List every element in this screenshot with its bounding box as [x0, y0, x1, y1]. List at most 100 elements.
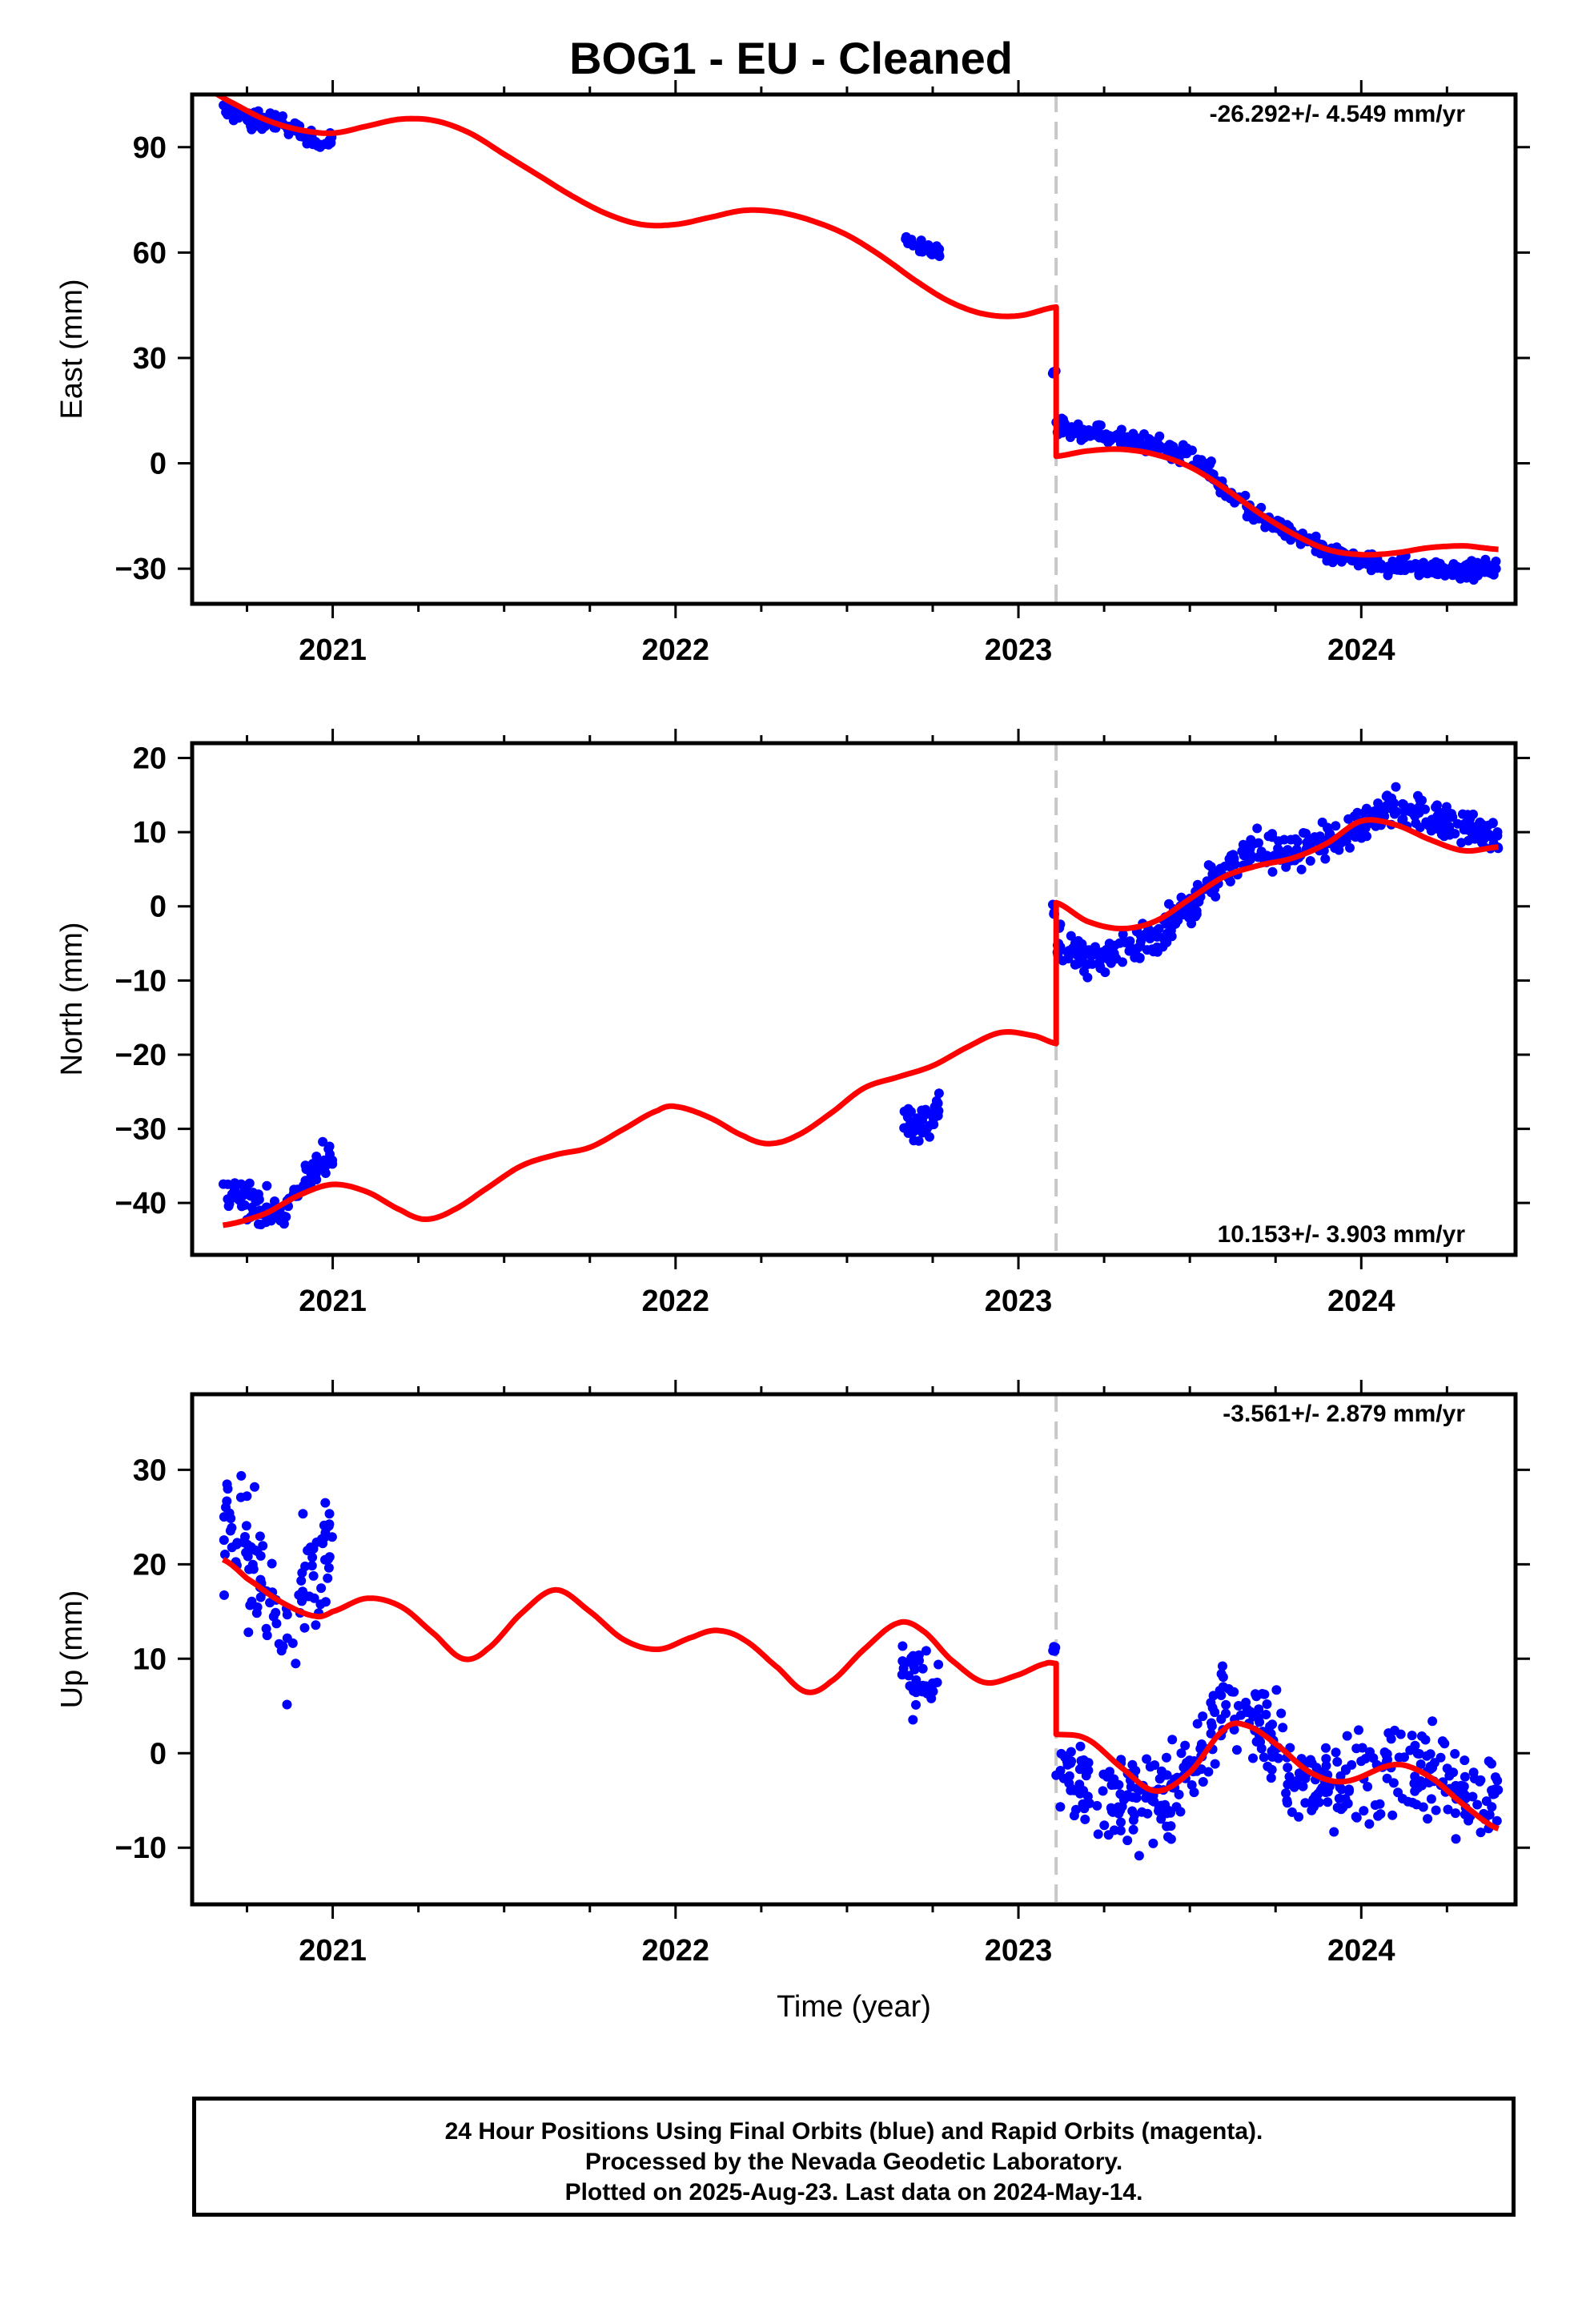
north-data-point: [323, 1144, 334, 1154]
up-data-point: [298, 1509, 308, 1519]
up-data-point: [241, 1547, 251, 1558]
east-data-point: [933, 250, 943, 260]
north-data-point: [1228, 850, 1239, 860]
up-data-point: [299, 1622, 310, 1633]
up-data-point: [1109, 1825, 1119, 1835]
up-data-point: [1192, 1719, 1203, 1729]
up-data-point: [324, 1509, 335, 1519]
up-data-point: [1265, 1721, 1275, 1731]
east-panel: 2021 2022 2023 2024 −30 0 30 60 90 East (mm) -26.2…: [55, 80, 1530, 667]
north-data-point: [279, 1219, 289, 1229]
up-data-point: [1251, 1689, 1260, 1699]
north-y-tick-label: 20: [133, 742, 167, 776]
up-data-point: [1261, 1710, 1271, 1719]
up-data-point: [1064, 1771, 1074, 1781]
up-x-tick-label: 2022: [642, 1934, 710, 1968]
up-data-point: [1116, 1817, 1126, 1827]
north-panel: 2021 2022 2023 2024 −40 −30 −20 −10 0 10 20 North (…: [55, 729, 1530, 1318]
up-data-point: [1394, 1752, 1404, 1763]
north-data-point: [1439, 831, 1449, 842]
up-data-point: [1071, 1804, 1081, 1815]
up-data-point: [243, 1539, 252, 1550]
up-data-point: [327, 1532, 337, 1542]
north-data-point: [1431, 823, 1441, 834]
up-data-point: [1254, 1704, 1264, 1715]
north-data-point: [1147, 944, 1158, 955]
north-data-point: [1279, 834, 1290, 845]
up-data-point: [1354, 1725, 1363, 1735]
north-x-tick-label: 2023: [985, 1285, 1053, 1318]
up-data-point: [323, 1573, 333, 1583]
north-data-point: [1417, 795, 1427, 806]
north-data-point: [1488, 818, 1498, 829]
up-data-point: [1342, 1731, 1352, 1741]
up-data-point: [1283, 1763, 1293, 1773]
up-data-point: [1093, 1829, 1103, 1839]
up-data-point: [311, 1620, 321, 1630]
up-data-point: [1451, 1808, 1460, 1819]
up-data-point: [1375, 1799, 1385, 1809]
north-data-point: [909, 1127, 919, 1136]
up-data-point: [1359, 1806, 1369, 1816]
up-data-point: [1066, 1756, 1077, 1767]
up-data-point: [265, 1598, 275, 1608]
north-data-point: [1118, 929, 1128, 939]
east-data-point: [1447, 570, 1458, 581]
up-data-point: [252, 1602, 263, 1612]
up-data-point: [903, 1657, 913, 1667]
up-data-point: [1080, 1814, 1090, 1824]
up-data-point: [255, 1574, 266, 1585]
up-data-point: [1294, 1811, 1304, 1822]
up-data-point: [1415, 1759, 1426, 1769]
up-data-point: [1487, 1802, 1497, 1812]
up-data-point: [236, 1470, 247, 1481]
north-data-point: [319, 1155, 329, 1165]
north-data-point: [1256, 846, 1267, 857]
up-data-point: [1351, 1812, 1362, 1823]
north-data-point: [270, 1196, 279, 1206]
north-data-point: [1450, 829, 1460, 838]
east-x-tick-label: 2021: [299, 633, 367, 667]
up-data-point: [1411, 1799, 1422, 1810]
north-data-point: [1438, 808, 1448, 818]
east-data-point: [1403, 561, 1414, 572]
up-data-point: [1234, 1701, 1243, 1711]
up-frame: [190, 1392, 1518, 1907]
up-data-point: [1412, 1748, 1423, 1759]
north-data-point: [1079, 967, 1089, 976]
up-data-point: [909, 1664, 920, 1675]
up-data-point: [1276, 1708, 1287, 1719]
east-data-point: [1491, 557, 1501, 566]
north-data-point: [930, 1108, 940, 1119]
up-data-point: [240, 1532, 250, 1542]
north-data-point: [917, 1105, 927, 1116]
up-data-point: [1368, 1753, 1379, 1763]
up-data-point: [308, 1570, 319, 1581]
footer-line-dates: Plotted on 2025-Aug-23. Last data on 202…: [564, 2179, 1143, 2205]
up-data-point: [227, 1522, 237, 1533]
up-data-point: [1075, 1741, 1086, 1751]
up-data-point: [1273, 1753, 1283, 1763]
up-data-point: [926, 1693, 937, 1703]
up-data-point: [320, 1532, 331, 1542]
up-data-point: [1472, 1799, 1483, 1810]
north-y-axis-title: North (mm): [55, 922, 89, 1076]
up-data-point: [1422, 1751, 1431, 1761]
north-y-tick-label: −20: [115, 1039, 167, 1072]
up-data-point: [1051, 1770, 1062, 1780]
north-data-point: [318, 1136, 328, 1147]
north-data-point: [1166, 931, 1177, 941]
east-data-point: [1117, 431, 1127, 441]
up-data-point: [250, 1482, 259, 1492]
north-y-tick-label: −10: [115, 964, 167, 998]
north-data-point: [1485, 831, 1496, 842]
north-data-point: [320, 1168, 331, 1178]
up-data-point: [1127, 1759, 1138, 1770]
east-y-tick-label: 30: [133, 342, 167, 376]
up-data-point: [897, 1641, 908, 1651]
up-data-point: [1106, 1803, 1116, 1813]
north-data-point: [1296, 864, 1307, 875]
north-data-point: [1212, 866, 1223, 876]
north-data-point: [1336, 838, 1347, 848]
up-data-point: [1218, 1661, 1227, 1671]
